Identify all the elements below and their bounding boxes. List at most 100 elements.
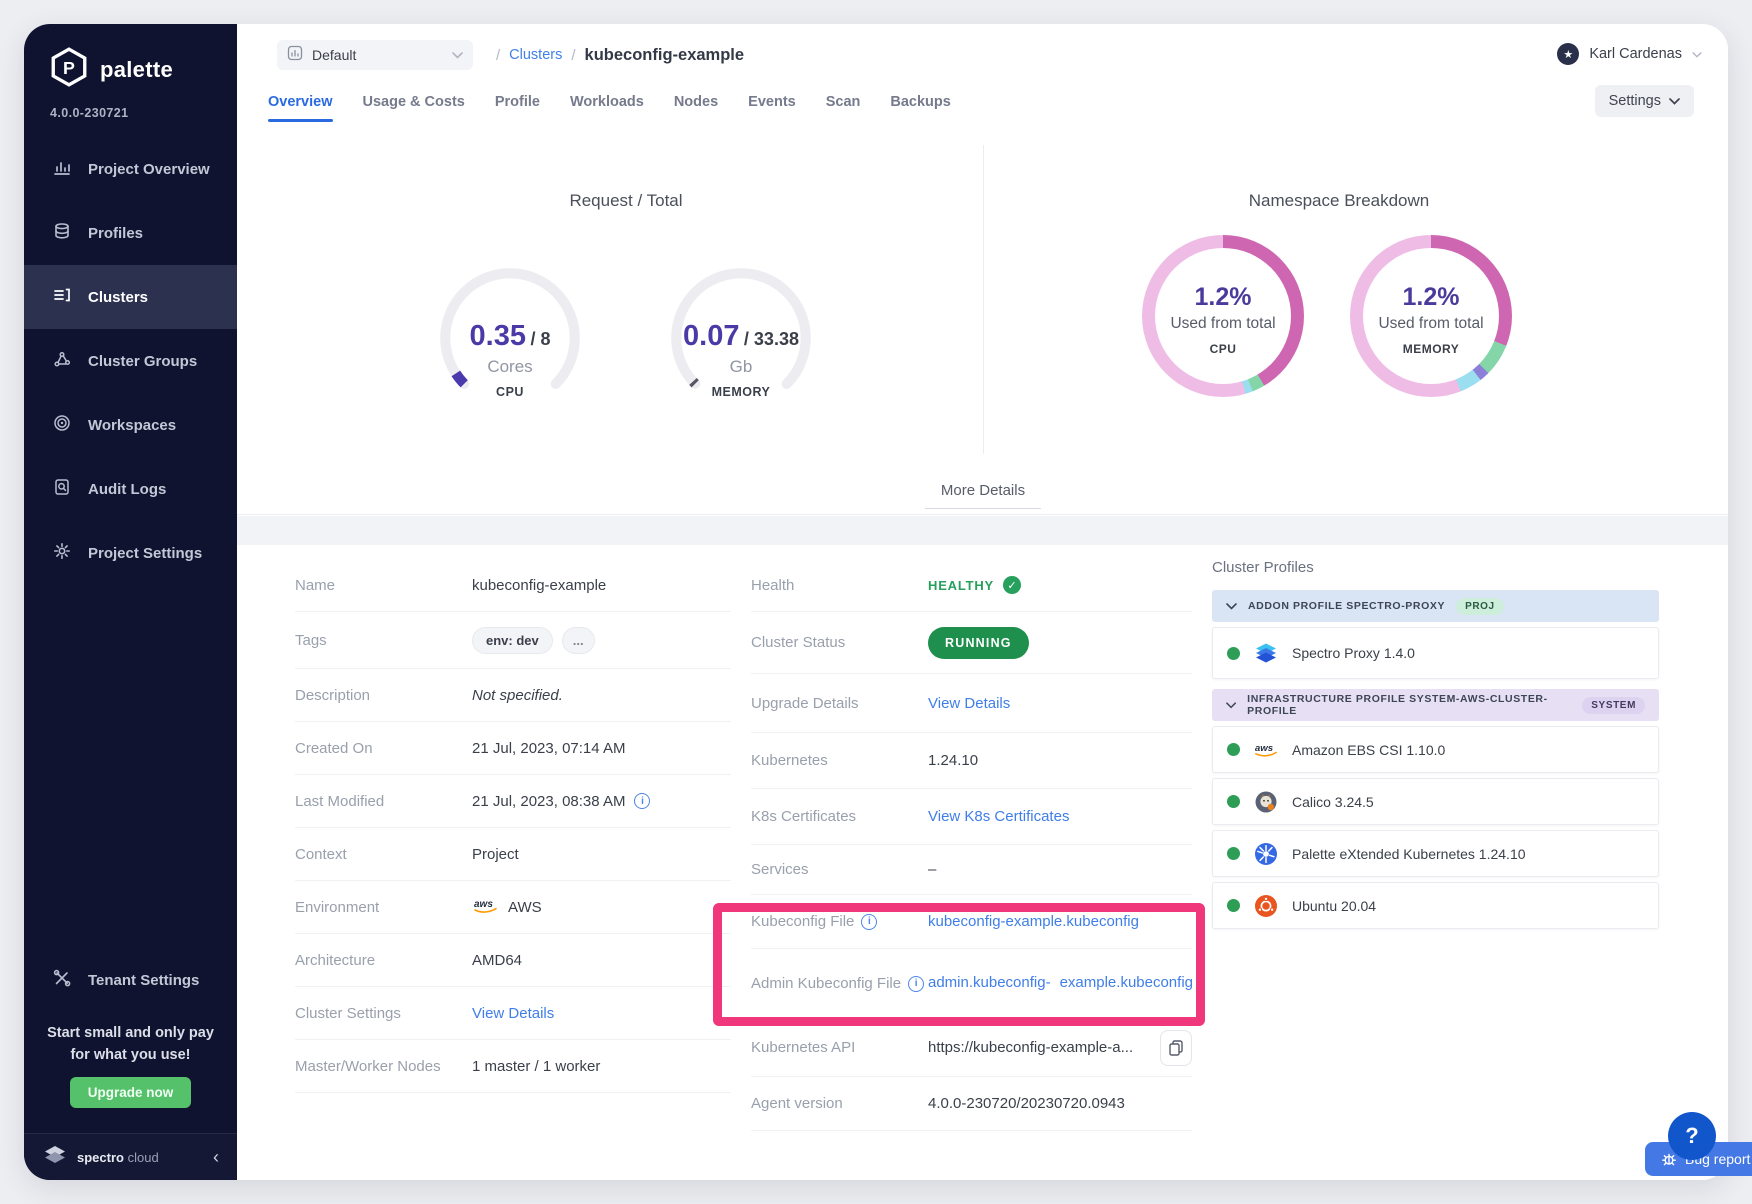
bar-chart-icon: [52, 157, 72, 181]
tab-events[interactable]: Events: [748, 94, 796, 122]
architecture-value: AMD64: [472, 952, 731, 969]
document-search-icon: [52, 477, 72, 501]
tags-overflow-button[interactable]: ...: [562, 627, 595, 654]
profile-layer-palette-extended-kubernetes[interactable]: Palette eXtended Kubernetes 1.24.10: [1212, 830, 1659, 877]
row-label: Created On: [295, 740, 472, 757]
sidebar-item-audit-logs[interactable]: Audit Logs: [24, 457, 237, 521]
row-label: Context: [295, 846, 472, 863]
avatar: ★: [1557, 43, 1579, 65]
breadcrumb-separator: /: [496, 47, 500, 64]
details-left-column: Name kubeconfig-example Tags env: dev ..…: [295, 559, 731, 1093]
profile-layer-name: Calico 3.24.5: [1292, 794, 1374, 810]
memory-usage-percent: 1.2%: [1350, 283, 1512, 312]
profile-layer-spectro-proxy[interactable]: Spectro Proxy 1.4.0: [1212, 627, 1659, 679]
status-dot-icon: [1227, 647, 1240, 660]
sidebar-item-project-settings[interactable]: Project Settings: [24, 521, 237, 585]
sidebar-nav: Project Overview Profiles Clusters Clust…: [24, 137, 237, 585]
infrastructure-profile-accordion-header[interactable]: INFRASTRUCTURE PROFILE SYSTEM-AWS-CLUSTE…: [1212, 689, 1659, 721]
usage-charts-section: Request / Total Namespace Breakdown 0.35…: [237, 127, 1728, 515]
info-icon[interactable]: i: [861, 914, 877, 930]
info-icon[interactable]: i: [908, 976, 924, 992]
settings-button[interactable]: Settings: [1595, 85, 1694, 117]
sidebar-item-project-overview[interactable]: Project Overview: [24, 137, 237, 201]
memory-used-value: 0.07: [683, 320, 739, 352]
main-content: Default / Clusters / kubeconfig-example …: [237, 24, 1728, 1180]
tab-scan[interactable]: Scan: [826, 94, 861, 122]
profile-layer-calico[interactable]: Calico 3.24.5: [1212, 778, 1659, 825]
row-label: Environment: [295, 899, 472, 916]
tab-backups[interactable]: Backups: [890, 94, 950, 122]
profile-layer-name: Amazon EBS CSI 1.10.0: [1292, 742, 1445, 758]
sidebar-collapse-chevron[interactable]: ‹: [213, 1148, 219, 1166]
project-scope-select[interactable]: Default: [277, 40, 473, 70]
kubeconfig-file-link[interactable]: kubeconfig-example.kubeconfig: [928, 913, 1139, 930]
info-icon[interactable]: i: [634, 793, 650, 809]
sidebar-item-profiles[interactable]: Profiles: [24, 201, 237, 265]
status-dot-icon: [1227, 847, 1240, 860]
user-name: Karl Cardenas: [1589, 46, 1682, 62]
row-label: Architecture: [295, 952, 472, 969]
svg-text:aws: aws: [474, 899, 493, 910]
row-label: Tags: [295, 632, 472, 649]
admin-kubeconfig-file-link[interactable]: admin.kubeconfig- example.kubeconfig: [928, 972, 1193, 995]
sidebar-item-cluster-groups[interactable]: Cluster Groups: [24, 329, 237, 393]
profile-layer-amazon-ebs-csi[interactable]: aws Amazon EBS CSI 1.10.0: [1212, 726, 1659, 773]
environment-value: AWS: [508, 899, 542, 916]
sidebar-item-label: Workspaces: [88, 417, 176, 434]
sidebar-item-label: Tenant Settings: [88, 972, 199, 989]
detail-row-kubeconfig-file: Kubeconfig File i kubeconfig-example.kub…: [751, 895, 1192, 949]
user-menu[interactable]: ★ Karl Cardenas: [1557, 40, 1702, 68]
copy-button[interactable]: [1160, 1030, 1192, 1066]
kubernetes-wheel-icon: [1253, 842, 1279, 866]
cpu-unit: Cores: [436, 357, 584, 377]
request-total-title: Request / Total: [569, 191, 682, 211]
row-label: Kubernetes: [751, 752, 928, 769]
database-stack-icon: [52, 221, 72, 245]
tab-nodes[interactable]: Nodes: [674, 94, 718, 122]
detail-row-admin-kubeconfig-file: Admin Kubeconfig File i admin.kubeconfig…: [751, 949, 1192, 1019]
addon-profile-accordion-header[interactable]: ADDON PROFILE SPECTRO-PROXY PROJ: [1212, 590, 1659, 622]
row-label: Upgrade Details: [751, 695, 928, 712]
cpu-total-value: / 8: [530, 329, 550, 349]
sidebar-item-clusters[interactable]: Clusters: [24, 265, 237, 329]
memory-gauge: 0.07 / 33.38 Gb MEMORY: [667, 264, 815, 412]
sidebar-item-tenant-settings[interactable]: Tenant Settings: [24, 948, 237, 1012]
help-button[interactable]: ?: [1668, 1112, 1716, 1160]
tab-usage-costs[interactable]: Usage & Costs: [363, 94, 465, 122]
memory-usage-caption: Used from total: [1350, 315, 1512, 333]
view-k8s-certificates-link[interactable]: View K8s Certificates: [928, 808, 1069, 825]
profile-layer-ubuntu[interactable]: Ubuntu 20.04: [1212, 882, 1659, 929]
sidebar-item-workspaces[interactable]: Workspaces: [24, 393, 237, 457]
row-label: Master/Worker Nodes: [295, 1058, 472, 1075]
row-label: Last Modified: [295, 793, 472, 810]
memory-unit: Gb: [667, 357, 815, 377]
network-nodes-icon: [52, 349, 72, 373]
more-details-button[interactable]: More Details: [925, 476, 1041, 509]
upgrade-now-button[interactable]: Upgrade now: [70, 1077, 192, 1108]
section-gap: [237, 516, 1728, 545]
description-value: Not specified.: [472, 687, 731, 704]
detail-row-tags: Tags env: dev ...: [295, 612, 731, 669]
mini-chart-icon: [287, 45, 303, 66]
tab-workloads[interactable]: Workloads: [570, 94, 644, 122]
cpu-used-value: 0.35: [470, 320, 526, 352]
kubernetes-version-value: 1.24.10: [928, 752, 1192, 769]
tab-profile[interactable]: Profile: [495, 94, 540, 122]
chevron-down-icon: [1692, 45, 1702, 63]
profile-layer-name: Ubuntu 20.04: [1292, 898, 1376, 914]
detail-row-upgrade-details: Upgrade Details View Details: [751, 674, 1192, 733]
upgrade-view-details-link[interactable]: View Details: [928, 695, 1010, 712]
palette-logo: P palette: [48, 46, 173, 93]
chevron-down-icon: [1226, 603, 1237, 610]
svg-text:aws: aws: [1255, 743, 1274, 754]
row-label: Agent version: [751, 1095, 928, 1112]
agent-version-value: 4.0.0-230720/20230720.0943: [928, 1095, 1192, 1112]
row-label: Cluster Status: [751, 634, 928, 651]
breadcrumb-link-clusters[interactable]: Clusters: [509, 47, 562, 63]
cluster-profiles-title: Cluster Profiles: [1212, 559, 1659, 576]
cluster-settings-view-details-link[interactable]: View Details: [472, 1005, 554, 1022]
tab-overview[interactable]: Overview: [268, 94, 333, 122]
accordion-header-label: INFRASTRUCTURE PROFILE SYSTEM-AWS-CLUSTE…: [1247, 693, 1571, 717]
upgrade-promo: Start small and only pay for what you us…: [24, 1022, 237, 1108]
breadcrumb: / Clusters / kubeconfig-example: [496, 40, 744, 70]
